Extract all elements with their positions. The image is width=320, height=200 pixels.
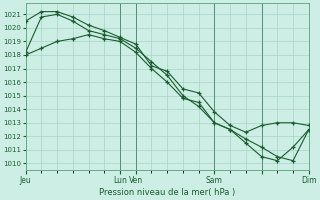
X-axis label: Pression niveau de la mer( hPa ): Pression niveau de la mer( hPa ) [99,188,235,197]
